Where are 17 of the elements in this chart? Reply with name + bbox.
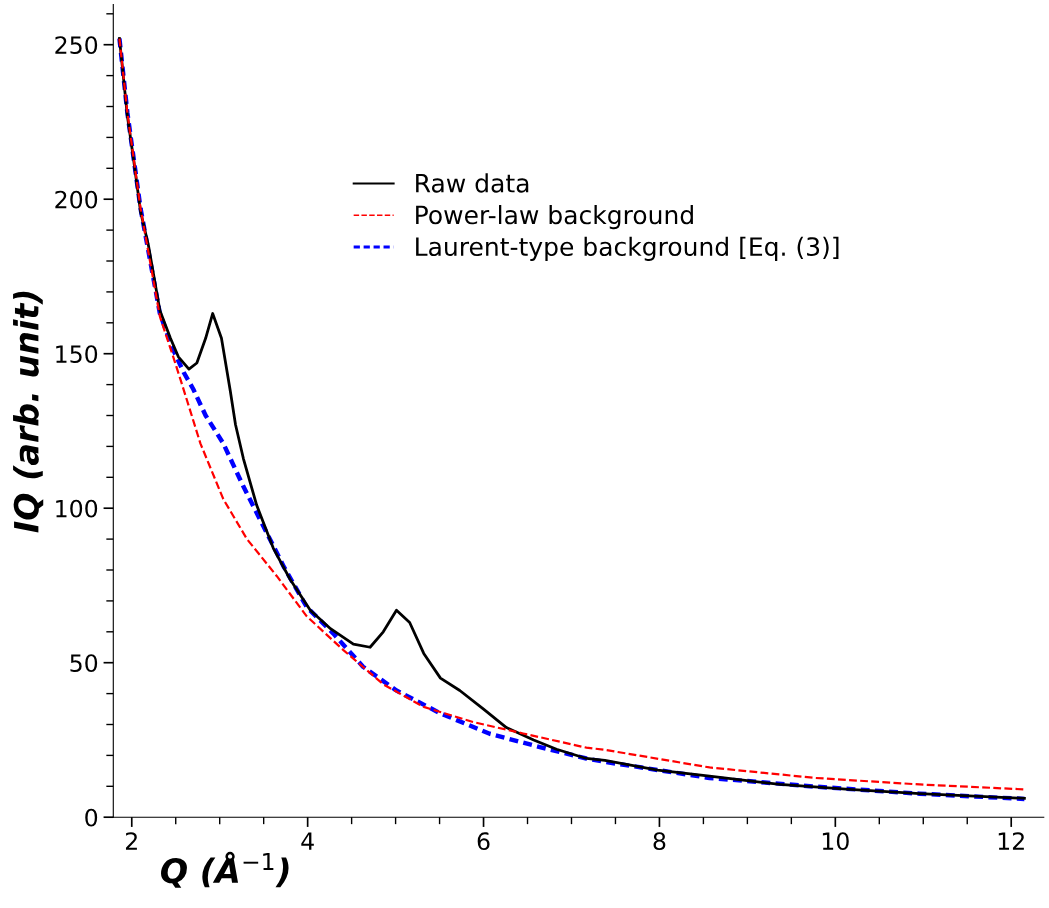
y-tick-label: 200 xyxy=(55,190,98,209)
x-tick-label: 6 xyxy=(477,832,490,851)
y-tick-label: 50 xyxy=(70,654,98,673)
x-tick-label: 8 xyxy=(653,832,666,851)
x-tick-label: 10 xyxy=(822,832,849,851)
legend-label: Raw data xyxy=(416,173,529,193)
y-tick-label: 0 xyxy=(85,808,98,827)
legend-label: Power-law background xyxy=(416,205,693,230)
x-tick-label: 2 xyxy=(125,832,137,850)
y-axis-title: IQ (arb. unit) xyxy=(13,291,44,533)
x-tick-label: 12 xyxy=(998,832,1024,850)
y-tick-label: 250 xyxy=(55,36,98,55)
x-tick-label: 4 xyxy=(301,832,314,850)
x-axis-title: Q (Å$^{−1}$) xyxy=(161,851,289,888)
y-tick-label: 150 xyxy=(56,345,98,364)
legend-label: Laurent-type background [Eq. (3)] xyxy=(416,236,839,261)
y-tick-label: 100 xyxy=(56,499,98,518)
